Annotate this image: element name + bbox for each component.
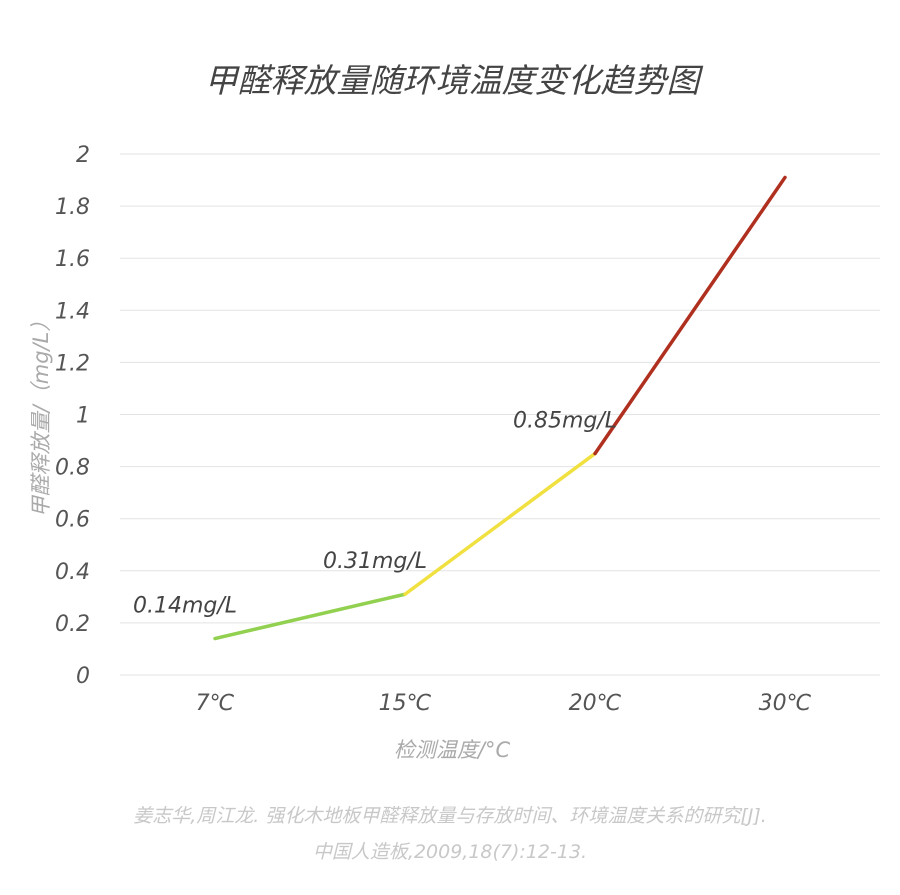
- line-segment-1: [213, 592, 407, 641]
- x-tick-label: 30℃: [759, 691, 812, 716]
- x-tick-label: 15℃: [379, 691, 432, 716]
- y-tick-label: 1.8: [55, 195, 90, 220]
- x-axis-ticks: 7℃ 15℃ 20℃ 30℃: [196, 691, 812, 716]
- data-labels: 0.14mg/L 0.31mg/L 0.85mg/L: [133, 409, 617, 619]
- line-segment-3: [593, 175, 787, 456]
- data-label: 0.14mg/L: [133, 594, 237, 619]
- line-segment-2: [403, 451, 597, 596]
- y-tick-label: 1.6: [55, 247, 90, 272]
- y-axis-label: 甲醛释放量/（mg/L）: [29, 311, 53, 518]
- x-tick-label: 20℃: [569, 691, 622, 716]
- gridlines: [120, 153, 880, 676]
- y-tick-label: 2: [76, 143, 90, 168]
- y-tick-label: 1.4: [55, 299, 90, 324]
- data-label: 0.31mg/L: [323, 549, 427, 574]
- y-tick-label: 0.6: [55, 508, 90, 533]
- series-line: [213, 175, 787, 641]
- source-citation-line1: 姜志华,周江龙. 强化木地板甲醛释放量与存放时间、环境温度关系的研究[J].: [133, 805, 767, 827]
- data-label: 0.85mg/L: [513, 409, 617, 434]
- y-tick-label: 0.4: [55, 560, 90, 585]
- y-tick-label: 0: [76, 664, 90, 689]
- x-tick-label: 7℃: [196, 691, 235, 716]
- y-tick-label: 0.8: [55, 456, 90, 481]
- y-tick-label: 1: [76, 404, 90, 429]
- y-tick-label: 0.2: [55, 612, 90, 637]
- chart-title: 甲醛释放量随环境温度变化趋势图: [205, 61, 704, 100]
- y-tick-label: 1.2: [55, 351, 90, 376]
- y-axis-ticks: 0 0.2 0.4 0.6 0.8 1 1.2 1.4 1.6 1.8 2: [55, 143, 90, 689]
- x-axis-label: 检测温度/°C: [394, 738, 511, 762]
- source-citation-line2: 中国人造板,2009,18(7):12-13.: [313, 841, 587, 863]
